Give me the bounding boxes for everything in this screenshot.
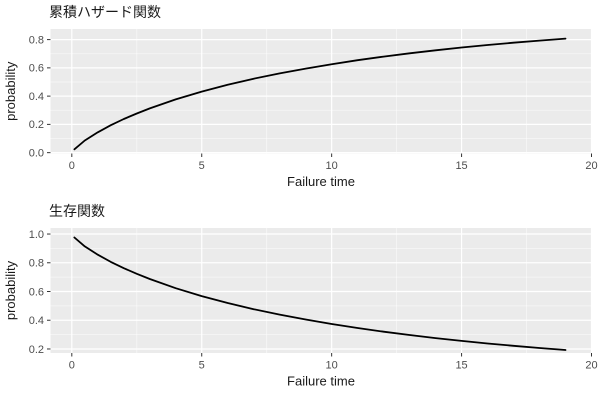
y-axis-tick-labels: 0.2 0.4 0.6 0.8 1.0 (29, 229, 44, 356)
survival-function-plot: 0 5 10 15 20 0.2 0.4 0.6 0.8 1.0 Failure time proba… (3, 228, 598, 389)
x-tick-label: 20 (585, 360, 597, 372)
x-tick-label: 10 (326, 360, 338, 372)
x-tick-label: 0 (69, 160, 75, 172)
axis-tick-marks (47, 233, 592, 357)
y-tick-label: 0.6 (29, 286, 44, 298)
plot-panel (50, 228, 592, 353)
cumulative-hazard-curve (73, 37, 567, 151)
major-gridlines (50, 228, 593, 353)
x-axis-title: Failure time (287, 374, 355, 389)
y-axis-tick-labels: 0.0 0.2 0.4 0.6 0.8 (29, 34, 44, 159)
x-axis-tick-labels: 0 5 10 15 20 (69, 360, 598, 372)
x-tick-label: 20 (585, 160, 597, 172)
x-tick-label: 5 (199, 160, 205, 172)
y-tick-label: 0.2 (29, 119, 44, 131)
x-tick-label: 15 (455, 360, 467, 372)
plot-panel (50, 29, 592, 154)
y-tick-label: 0.8 (29, 258, 44, 270)
survival-function-title: 生存関数 (49, 203, 105, 219)
y-axis-title: probability (3, 260, 18, 320)
minor-gridlines (50, 29, 592, 154)
cumulative-hazard-title: 累積ハザード関数 (49, 4, 161, 20)
y-tick-label: 0.0 (29, 147, 44, 159)
x-tick-label: 5 (199, 360, 205, 372)
y-tick-label: 0.4 (29, 91, 44, 103)
x-tick-label: 0 (69, 360, 75, 372)
x-axis-title: Failure time (287, 174, 355, 189)
minor-gridlines (50, 228, 592, 353)
x-axis-tick-labels: 0 5 10 15 20 (69, 160, 598, 172)
major-gridlines (50, 29, 593, 154)
y-axis-title: probability (3, 61, 18, 121)
x-tick-label: 15 (455, 160, 467, 172)
y-tick-label: 1.0 (29, 229, 44, 241)
y-tick-label: 0.6 (29, 63, 44, 75)
y-tick-label: 0.8 (29, 34, 44, 46)
survival-curve (73, 236, 567, 351)
cumulative-hazard-plot: 0 5 10 15 20 0.0 0.2 0.4 0.6 0.8 Failure time proba… (3, 29, 598, 189)
axis-tick-marks (47, 39, 592, 157)
y-tick-label: 0.2 (29, 344, 44, 356)
y-tick-label: 0.4 (29, 315, 44, 327)
x-tick-label: 10 (326, 160, 338, 172)
